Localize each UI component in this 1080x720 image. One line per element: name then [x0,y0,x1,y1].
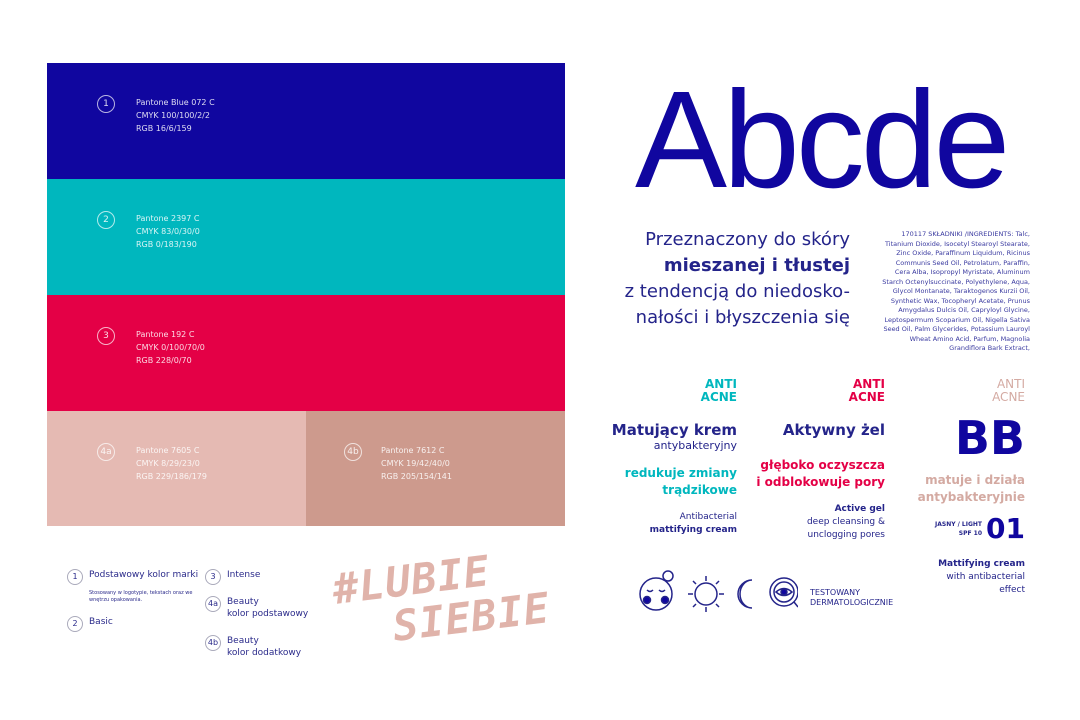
legend-3: 3 Intense [205,569,260,585]
legend-1: 1 Podstawowy kolor marki Stosowany w logo… [67,569,198,604]
sun-icon [688,576,724,612]
legend-label: Intense [227,570,261,580]
pantone: Pantone 7612 C [381,446,445,455]
swatch-number: 4a [97,443,115,461]
swatch-number: 2 [97,211,115,229]
pantone: Pantone 192 C [136,330,195,339]
cmyk: CMYK 100/100/2/2 [136,111,210,120]
rgb: RGB 228/0/70 [136,356,192,365]
swatch-4a: 4a Pantone 7605 C CMYK 8/29/23/0 RGB 229/1… [47,411,306,526]
swatch-number: 1 [97,95,115,113]
rgb: RGB 205/154/141 [381,472,452,481]
legend-4a: 4a Beauty kolor podstawowy [205,596,308,620]
pantone: Pantone 7605 C [136,446,200,455]
tagline: Przeznaczony do skóry mieszanej i tłuste… [624,229,850,328]
legend-note: Stosowany w logotypie, tekstach oraz we … [89,590,193,603]
legend-number: 4a [205,596,221,612]
product-bb: ANTI ACNE BB matuje i działa antybakteryjn… [825,378,1025,597]
face-icon [639,570,674,611]
swatch-1: 1 Pantone Blue 072 C CMYK 100/100/2/2 RGB … [47,63,565,179]
tested-label: TESTOWANY DERMATOLOGICZNIE [810,588,894,607]
cmyk: CMYK 83/0/30/0 [136,227,200,236]
swatch-3: 3 Pantone 192 C CMYK 0/100/70/0 RGB 228/0/… [47,295,565,411]
legend-number: 1 [67,569,83,585]
rgb: RGB 16/6/159 [136,124,192,133]
product-gel: ANTI ACNE Aktywny żel głęboko oczyszcza i … [685,378,885,542]
legend-label: Basic [89,617,113,627]
pantone: Pantone 2397 C [136,214,200,223]
legend-label: kolor dodatkowy [227,648,302,658]
rgb: RGB 0/183/190 [136,240,197,249]
moon-icon [737,579,753,609]
swatch-4b: 4b Pantone 7612 C CMYK 19/42/40/0 RGB 205/… [306,411,565,526]
legend-number: 4b [205,635,221,651]
product-cream: ANTI ACNE Matujący krem antybakteryjny re… [537,378,737,537]
cmyk: CMYK 19/42/40/0 [381,459,450,468]
legend-label: kolor podstawowy [227,609,309,619]
cmyk: CMYK 8/29/23/0 [136,459,200,468]
rgb: RGB 229/186/179 [136,472,207,481]
swatch-2: 2 Pantone 2397 C CMYK 83/0/30/0 RGB 0/183/… [47,179,565,295]
product-title: Matujący krem [611,421,737,439]
product-title: Aktywny żel [782,421,885,439]
product-title: BB [954,411,1025,465]
legend-label: Beauty [227,636,259,646]
eye-magnifier-icon [769,577,798,608]
cmyk: CMYK 0/100/70/0 [136,343,205,352]
swatch-number: 3 [97,327,115,345]
legend-label: Podstawowy kolor marki [89,570,199,580]
hashtag: #LUBIE SIEBIE [330,546,553,651]
icon-row [639,570,798,612]
legend-4b: 4b Beauty kolor dodatkowy [205,635,301,659]
legend-number: 2 [67,616,83,632]
legend-number: 3 [205,569,221,585]
ingredients: 170117 SKŁADNIKI /INGREDIENTS: Talc, Tit… [882,230,1030,352]
legend-label: Beauty [227,597,259,607]
font-sample: Abcde [635,63,1010,217]
swatch-number: 4b [344,443,362,461]
pantone: Pantone Blue 072 C [136,98,215,107]
legend-2: 2 Basic [67,616,113,632]
